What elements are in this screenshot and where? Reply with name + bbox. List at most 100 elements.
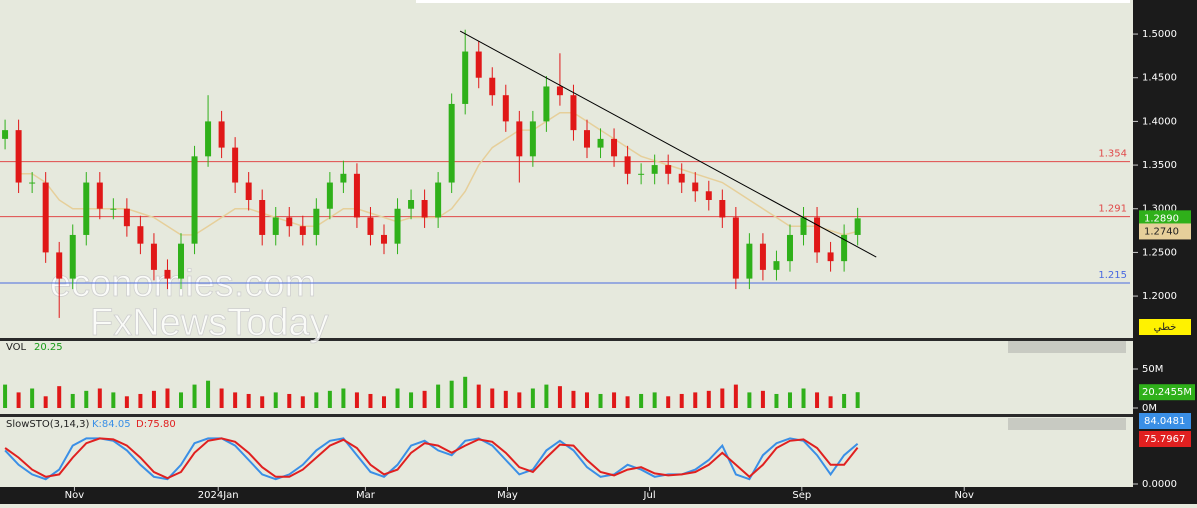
y-tick-label: 1.2000 — [1142, 291, 1177, 302]
x-tick-label: Nov — [65, 490, 85, 501]
volume-bar — [490, 388, 495, 408]
candle-body — [191, 156, 198, 244]
volume-bar — [165, 388, 170, 408]
candle-body — [380, 234, 387, 244]
volume-bar — [557, 386, 562, 408]
candle-body — [245, 182, 252, 201]
y-tick-label: 1.4000 — [1142, 116, 1177, 127]
volume-bar — [612, 392, 617, 408]
level-label: 1.354 — [1098, 149, 1127, 160]
volume-bar — [544, 384, 549, 408]
volume-bar — [16, 392, 21, 408]
volume-bar — [774, 393, 779, 408]
candle-body — [421, 200, 428, 218]
candle-body — [692, 182, 699, 192]
stoch-box-label: 84.0481 — [1144, 416, 1185, 427]
volume-bar — [70, 393, 75, 408]
y-tick-label: 0.0000 — [1142, 479, 1177, 490]
legend-entry: D:75.80 — [136, 419, 176, 430]
x-tick-label: Jul — [643, 490, 656, 501]
candle-body — [841, 234, 848, 262]
volume-bar — [368, 393, 373, 408]
candle-body — [448, 103, 455, 183]
panel-divider — [0, 414, 1133, 417]
volume-bar — [124, 396, 129, 408]
candle-body — [150, 243, 157, 270]
x-tick-label: Sep — [792, 490, 811, 501]
volume-bar — [652, 392, 657, 408]
candle-body — [719, 200, 726, 218]
y-tick-label: 1.4500 — [1142, 73, 1177, 84]
volume-bar — [354, 392, 359, 408]
candle-body — [259, 200, 266, 235]
candle-body — [367, 217, 374, 235]
volume-bar — [381, 396, 386, 408]
volume-bar — [43, 396, 48, 408]
volume-bar — [3, 384, 8, 408]
candle-body — [624, 156, 631, 174]
y-tick-label: 50M — [1142, 364, 1163, 375]
volume-bar — [517, 392, 522, 408]
stoch-box-label: 75.7967 — [1144, 434, 1185, 445]
candle-body — [759, 243, 766, 270]
volume-bar — [815, 392, 820, 408]
volume-bar — [598, 393, 603, 408]
volume-bar — [246, 393, 251, 408]
candle-body — [205, 121, 212, 157]
volume-bar — [584, 392, 589, 408]
candle-body — [543, 86, 550, 122]
volume-bar — [84, 390, 89, 408]
y-tick-label: 1.3500 — [1142, 160, 1177, 171]
candle-body — [827, 252, 834, 262]
candle-body — [773, 261, 780, 270]
ma-box-label: 1.2740 — [1144, 226, 1179, 237]
ma-box — [1139, 223, 1191, 240]
volume-bar — [720, 388, 725, 408]
volume-bar — [327, 390, 332, 408]
candle-body — [800, 217, 807, 235]
candle-body — [286, 217, 293, 227]
volume-bar — [97, 388, 102, 408]
x-tick-label: Mar — [356, 490, 376, 501]
toolbar[interactable] — [1008, 341, 1126, 353]
candle-body — [814, 217, 821, 253]
candle-body — [123, 208, 130, 227]
candle-body — [651, 165, 658, 174]
candle-body — [408, 200, 415, 209]
candle-body — [394, 208, 401, 244]
price-box — [1139, 210, 1191, 227]
candle-body — [732, 217, 739, 279]
candle-body — [15, 130, 22, 183]
x-tick-label: Nov — [954, 490, 974, 501]
volume-bar — [828, 396, 833, 408]
candle-body — [69, 234, 76, 279]
candle-body — [218, 121, 225, 148]
x-axis-strip — [0, 487, 1197, 504]
price-box-label: 1.2890 — [1144, 213, 1179, 224]
candle-body — [110, 208, 117, 210]
candle-body — [746, 243, 753, 279]
candle-body — [529, 121, 536, 157]
top-strip — [416, 0, 1130, 3]
volume-box-label: 20.2455M — [1142, 387, 1192, 398]
candle-body — [326, 182, 333, 209]
stoch-box — [1139, 431, 1191, 447]
volume-bar — [666, 396, 671, 408]
watermark: FxNewsToday — [90, 302, 329, 344]
volume-bar — [747, 392, 752, 408]
candle-body — [353, 173, 360, 218]
volume-bar — [760, 390, 765, 408]
candle-body — [2, 130, 9, 139]
volume-bar — [530, 388, 535, 408]
volume-bar — [30, 388, 35, 408]
legend-entry: K:84.05 — [92, 419, 131, 430]
candle-body — [516, 121, 523, 157]
candle-body — [313, 208, 320, 235]
trendline — [459, 30, 877, 258]
toolbar[interactable] — [1008, 418, 1126, 430]
x-tick-label: 2024Jan — [198, 490, 239, 501]
candle-body — [29, 182, 36, 184]
volume-bar — [300, 396, 305, 408]
volume-bar — [206, 380, 211, 408]
volume-bar — [111, 392, 116, 408]
